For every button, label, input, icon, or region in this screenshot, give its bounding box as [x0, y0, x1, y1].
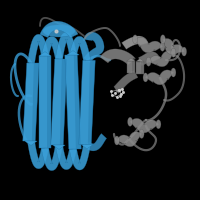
- Ellipse shape: [114, 136, 119, 145]
- Polygon shape: [69, 144, 91, 170]
- Polygon shape: [88, 60, 95, 144]
- Polygon shape: [51, 59, 67, 145]
- Polygon shape: [41, 144, 63, 171]
- Polygon shape: [132, 61, 135, 73]
- Polygon shape: [100, 49, 135, 65]
- Polygon shape: [74, 55, 81, 149]
- Ellipse shape: [128, 117, 133, 126]
- Polygon shape: [65, 55, 81, 149]
- Polygon shape: [136, 62, 144, 74]
- Ellipse shape: [139, 129, 144, 138]
- Polygon shape: [67, 51, 79, 55]
- Polygon shape: [127, 58, 135, 61]
- Ellipse shape: [133, 35, 138, 44]
- Ellipse shape: [156, 120, 161, 129]
- Polygon shape: [79, 60, 95, 144]
- Polygon shape: [53, 145, 65, 149]
- Polygon shape: [146, 70, 173, 85]
- Polygon shape: [39, 56, 51, 148]
- Polygon shape: [69, 36, 91, 61]
- Polygon shape: [60, 59, 67, 145]
- Polygon shape: [117, 132, 142, 147]
- Polygon shape: [149, 51, 173, 67]
- Polygon shape: [138, 52, 160, 66]
- Polygon shape: [135, 37, 162, 53]
- Polygon shape: [130, 118, 158, 133]
- Polygon shape: [55, 32, 77, 60]
- Polygon shape: [27, 34, 49, 64]
- Polygon shape: [84, 32, 104, 63]
- Polygon shape: [122, 36, 148, 49]
- Ellipse shape: [143, 73, 148, 82]
- Polygon shape: [40, 21, 78, 38]
- Ellipse shape: [43, 25, 75, 37]
- Ellipse shape: [171, 68, 176, 77]
- Ellipse shape: [171, 48, 176, 57]
- Polygon shape: [114, 71, 138, 93]
- Ellipse shape: [160, 35, 165, 44]
- Polygon shape: [55, 144, 77, 170]
- Polygon shape: [141, 62, 144, 74]
- Polygon shape: [85, 134, 107, 151]
- Polygon shape: [127, 61, 135, 73]
- Ellipse shape: [146, 57, 151, 66]
- Polygon shape: [23, 63, 39, 141]
- Polygon shape: [32, 63, 39, 141]
- Polygon shape: [136, 59, 144, 62]
- Polygon shape: [47, 56, 51, 148]
- Ellipse shape: [160, 42, 165, 51]
- Polygon shape: [163, 39, 184, 54]
- Polygon shape: [25, 141, 37, 145]
- Polygon shape: [27, 140, 49, 169]
- Polygon shape: [39, 52, 51, 56]
- Ellipse shape: [182, 47, 187, 56]
- Polygon shape: [41, 36, 63, 60]
- Polygon shape: [81, 144, 93, 149]
